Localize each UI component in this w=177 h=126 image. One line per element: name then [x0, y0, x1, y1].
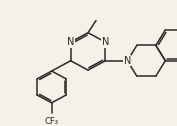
Text: N: N [124, 56, 131, 66]
Text: CF₃: CF₃ [45, 117, 59, 126]
Text: N: N [67, 37, 74, 47]
Text: N: N [102, 37, 109, 47]
